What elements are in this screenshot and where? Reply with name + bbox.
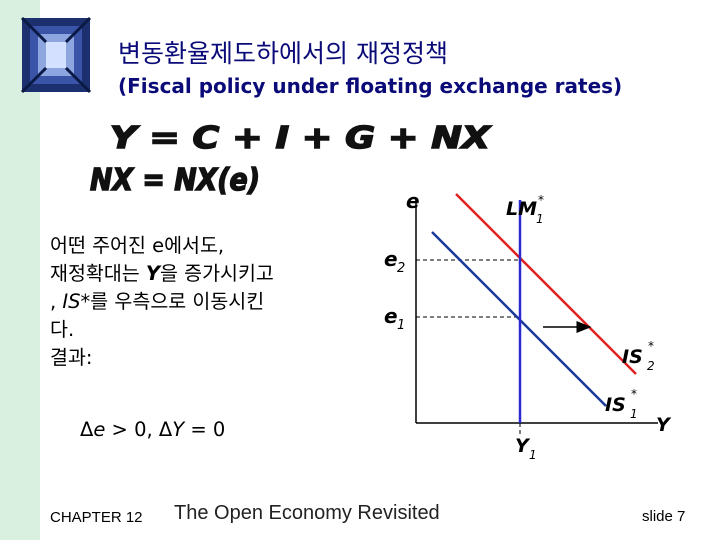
e2-subscript: 2 [397, 261, 405, 276]
explanation-line-3: , IS*를 우측으로 이동시킨 [50, 290, 265, 313]
is1-star: * [631, 387, 637, 401]
is2-curve [455, 193, 637, 375]
slide-title-english: (Fiscal policy under floating exchange r… [118, 74, 623, 98]
e1-subscript: 1 [397, 318, 405, 333]
lm1-label: LM [506, 198, 537, 220]
footer-book-title: The Open Economy Revisited [174, 502, 440, 524]
footer-chapter: CHAPTER 12 [50, 509, 143, 526]
x-axis-label: Y [656, 414, 672, 436]
decorative-equation-graphic: Y = C + I + G + NX NX = NX(e) [89, 120, 493, 198]
book-logo-icon [20, 16, 92, 94]
lm1-star: * [538, 193, 544, 207]
explanation-line-2: 재정확대는 Y을 증가시키고 [50, 262, 274, 285]
deco-equation-1: Y = C + I + G + NX [110, 121, 492, 156]
e1-label: e [384, 304, 398, 328]
e2-label: e [384, 247, 398, 271]
is1-subscript: 1 [630, 407, 638, 421]
is2-subscript: 2 [647, 359, 655, 373]
footer-slide-number: slide 7 [642, 508, 686, 525]
explanation-line-1: 어떤 주어진 e에서도, [50, 234, 225, 257]
explanation-line-5: 결과: [50, 346, 93, 369]
explanation-line-4: 다. [50, 318, 75, 341]
y1-subscript: 1 [529, 448, 537, 462]
y-axis-label: e [406, 189, 420, 213]
deco-equation-2: NX = NX(e) [90, 163, 260, 198]
is-lm-diagram: e Y LM 1 * IS 2 * IS 1 * e 2 e 1 Y 1 [384, 189, 672, 462]
y1-label: Y [515, 435, 531, 457]
result-formula: Δe > 0, ΔY = 0 [80, 418, 226, 441]
explanation-text: 어떤 주어진 e에서도, 재정확대는 Y을 증가시키고 , IS*를 우측으로 … [50, 232, 274, 372]
lm1-subscript: 1 [536, 212, 544, 226]
is2-label: IS [622, 346, 643, 368]
slide-title-korean: 변동환율제도하에서의 재정정책 [118, 39, 448, 68]
is2-star: * [648, 339, 654, 353]
is1-label: IS [605, 394, 626, 416]
